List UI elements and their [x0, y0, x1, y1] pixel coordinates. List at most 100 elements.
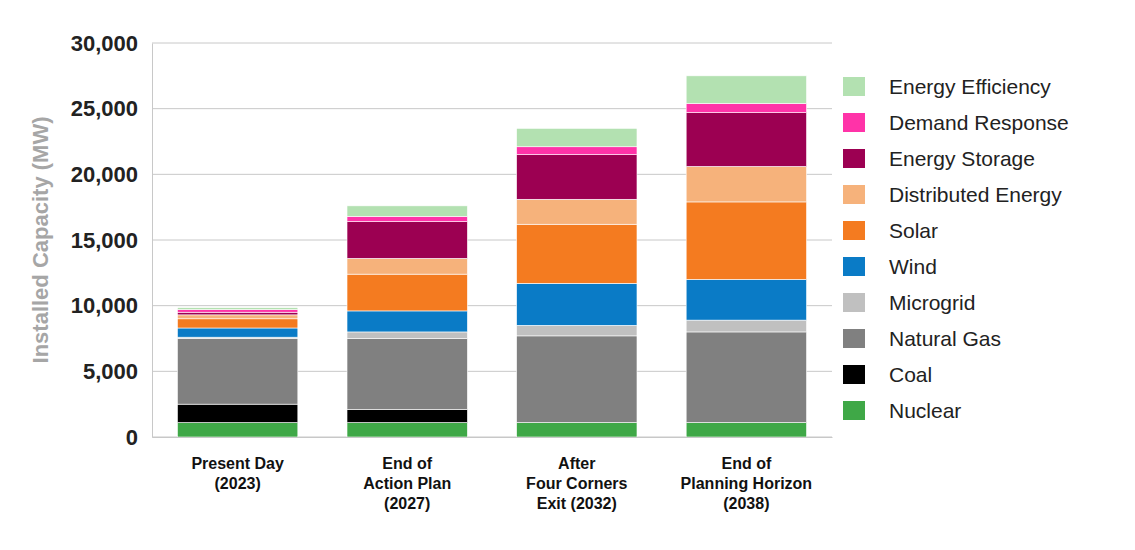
legend-item: Natural Gas: [843, 327, 1001, 350]
legend-item: Energy Storage: [843, 147, 1035, 170]
bar-segment: [517, 199, 637, 224]
bar-segment: [347, 222, 467, 259]
legend-label: Microgrid: [889, 291, 975, 314]
x-tick: AfterFour CornersExit (2032): [526, 437, 627, 512]
bar-segment: [347, 339, 467, 410]
legend-swatch: [843, 329, 865, 348]
bar-segment: [177, 310, 297, 313]
bar-segment: [517, 155, 637, 200]
chart: 0 5,000 10,000 15,000 20,000 25,000 30,000 Inst…: [0, 0, 1135, 550]
y-axis-line: [152, 44, 153, 438]
legend-item: Microgrid: [843, 291, 975, 314]
bar-segment: [686, 320, 806, 332]
bar-segment: [177, 339, 297, 405]
legend-swatch: [843, 257, 865, 276]
legend-label: Nuclear: [889, 399, 961, 422]
y-tick-label: 5,000: [83, 359, 138, 384]
bar-segment: [686, 76, 806, 104]
x-tick-label: End ofAction Plan(2027): [363, 455, 451, 512]
y-tick: 15,000: [71, 228, 152, 253]
y-tick: 10,000: [71, 293, 152, 318]
legend-swatch: [843, 293, 865, 312]
x-tick-label: Present Day(2023): [191, 455, 284, 492]
legend-swatch: [843, 185, 865, 204]
bar-segment: [347, 409, 467, 422]
x-axis-line: [153, 437, 833, 438]
y-tick: 0: [126, 425, 152, 450]
legend-swatch: [843, 221, 865, 240]
legend-label: Natural Gas: [889, 327, 1001, 350]
bar-segment: [347, 206, 467, 217]
legend-swatch: [843, 401, 865, 420]
series: [177, 423, 806, 437]
x-tick: Present Day(2023): [191, 437, 284, 492]
legend-item: Distributed Energy: [843, 183, 1062, 206]
bar-segment: [347, 274, 467, 311]
bar-segment: [686, 332, 806, 423]
bar-segment: [347, 311, 467, 332]
bar-segment: [347, 258, 467, 274]
bar-segment: [347, 423, 467, 437]
bar-segment: [347, 332, 467, 339]
y-tick: 20,000: [71, 162, 152, 187]
y-tick-label: 25,000: [71, 96, 138, 121]
bar-segment: [177, 328, 297, 337]
series: [177, 103, 806, 312]
x-tick-label: End ofPlanning Horizon(2038): [681, 455, 813, 512]
legend-swatch: [843, 77, 865, 96]
x-axis: Present Day(2023) End ofAction Plan(2027)…: [153, 437, 833, 512]
legend-item: Demand Response: [843, 111, 1069, 134]
bar-segment: [686, 113, 806, 167]
bar-segment: [177, 315, 297, 319]
y-tick-label: 0: [126, 425, 138, 450]
grid-line: [152, 43, 832, 44]
x-tick-label: AfterFour CornersExit (2032): [526, 455, 627, 512]
legend-item: Nuclear: [843, 399, 961, 422]
legend-label: Energy Storage: [889, 147, 1035, 170]
bar-segment: [177, 423, 297, 437]
x-tick: End ofPlanning Horizon(2038): [681, 437, 813, 512]
y-tick: 25,000: [71, 96, 152, 121]
bar-segment: [517, 224, 637, 283]
bar-segment: [517, 423, 637, 437]
legend-swatch: [843, 149, 865, 168]
legend-item: Energy Efficiency: [843, 75, 1051, 98]
legend-item: Wind: [843, 255, 937, 278]
y-axis: 0 5,000 10,000 15,000 20,000 25,000 30,000: [71, 31, 153, 450]
legend-item: Solar: [843, 219, 938, 242]
series: [177, 279, 806, 337]
y-tick-label: 30,000: [71, 31, 138, 56]
series: [177, 76, 806, 310]
legend-label: Coal: [889, 363, 932, 386]
series: [177, 166, 806, 318]
bar-segment: [686, 423, 806, 437]
bar-segment: [177, 319, 297, 328]
bar-segment: [686, 103, 806, 112]
bar-segment: [177, 312, 297, 315]
bar-segment: [517, 283, 637, 325]
bar-segment: [517, 128, 637, 146]
bar-segment: [517, 325, 637, 336]
bar-segment: [686, 166, 806, 201]
legend-label: Solar: [889, 219, 938, 242]
legend-swatch: [843, 365, 865, 384]
bar-segment: [517, 336, 637, 423]
y-axis-title: Installed Capacity (MW): [28, 117, 53, 364]
series: [177, 202, 806, 328]
bar-segment: [517, 147, 637, 155]
bar-segment: [686, 279, 806, 320]
legend-item: Coal: [843, 363, 932, 386]
y-tick-label: 15,000: [71, 228, 138, 253]
legend-label: Demand Response: [889, 111, 1069, 134]
bar-segment: [347, 216, 467, 221]
y-tick: 5,000: [83, 359, 152, 384]
bar-segment: [686, 202, 806, 279]
legend: Energy Efficiency Demand Response Energy S…: [843, 75, 1069, 422]
bars: [177, 76, 806, 437]
legend-label: Energy Efficiency: [889, 75, 1051, 98]
grid: [152, 43, 832, 437]
y-tick-label: 10,000: [71, 293, 138, 318]
legend-label: Wind: [889, 255, 937, 278]
bar-segment: [177, 308, 297, 310]
y-tick-label: 20,000: [71, 162, 138, 187]
